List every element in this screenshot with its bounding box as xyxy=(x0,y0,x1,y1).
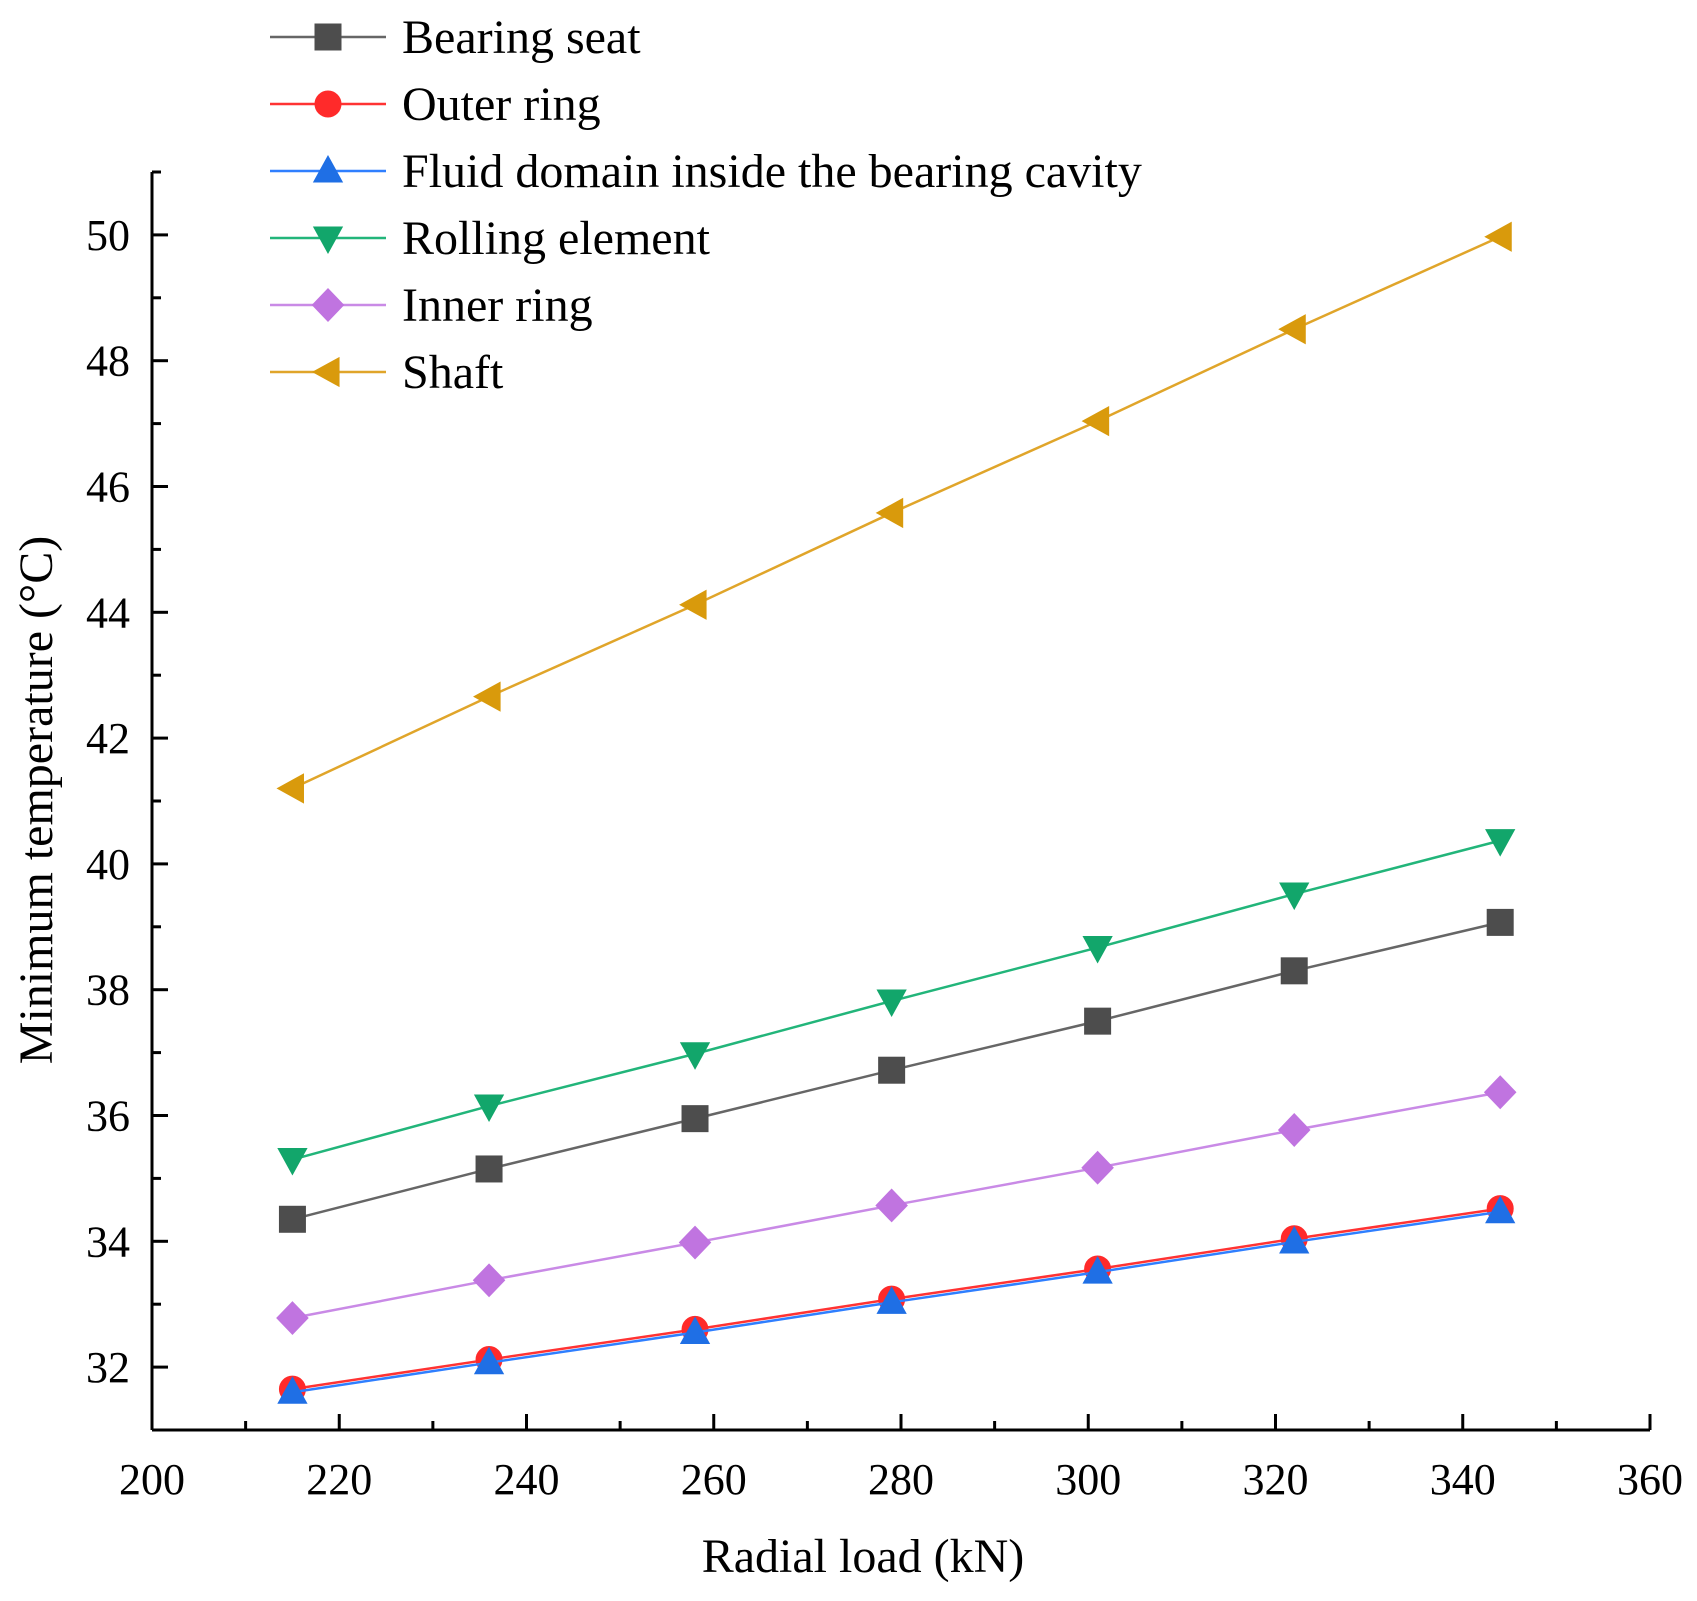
legend-label: Inner ring xyxy=(402,279,593,332)
x-tick-label: 300 xyxy=(1055,1455,1121,1504)
y-tick-label: 36 xyxy=(86,1092,130,1141)
y-tick-label: 46 xyxy=(86,463,130,512)
y-tick-label: 40 xyxy=(86,840,130,889)
y-tick-label: 38 xyxy=(86,966,130,1015)
data-point xyxy=(278,1205,306,1233)
y-axis-title: Minimum temperature (°C) xyxy=(10,536,63,1064)
data-point xyxy=(1485,1195,1516,1224)
legend-marker xyxy=(314,90,342,118)
data-point xyxy=(277,1147,308,1176)
data-point xyxy=(1278,314,1306,345)
series-bearing-seat xyxy=(278,908,1514,1233)
legend-label: Outer ring xyxy=(402,78,601,131)
data-point xyxy=(679,589,707,620)
legend-label: Rolling element xyxy=(402,212,711,265)
series-fluid-domain-inside-the-bearing-cavity xyxy=(277,1195,1516,1404)
data-point xyxy=(1279,1225,1310,1254)
legend-label: Bearing seat xyxy=(402,11,641,64)
data-point xyxy=(473,1346,505,1375)
legend-marker xyxy=(312,155,344,183)
x-tick-label: 340 xyxy=(1430,1455,1496,1504)
x-tick-label: 360 xyxy=(1617,1455,1683,1504)
axes: 200 220 240 260 280 300 320 340 360 32 34 36 38 40 42 4… xyxy=(86,170,1683,1504)
legend-marker xyxy=(314,23,342,51)
data-point xyxy=(1082,1256,1113,1284)
data-point xyxy=(1483,1075,1517,1110)
data-point xyxy=(1277,1112,1311,1147)
data-point xyxy=(876,1286,907,1314)
legend-item: Inner ring xyxy=(270,279,593,332)
x-tick-label: 240 xyxy=(494,1455,560,1504)
y-tick-label: 48 xyxy=(86,337,130,386)
y-tick-label: 42 xyxy=(86,714,130,763)
data-point xyxy=(878,1056,906,1084)
data-point xyxy=(277,1376,308,1404)
data-point xyxy=(1081,405,1110,437)
legend-item: Fluid domain inside the bearing cavity xyxy=(270,145,1142,198)
y-tick-label: 44 xyxy=(86,588,130,637)
x-tick-label: 200 xyxy=(119,1455,185,1504)
data-point xyxy=(1081,1150,1114,1185)
x-tick-label: 220 xyxy=(306,1455,372,1504)
data-point xyxy=(1279,882,1310,911)
x-axis-title: Radial load (kN) xyxy=(702,1530,1025,1583)
data-point xyxy=(1484,221,1512,252)
data-point xyxy=(876,989,907,1018)
data-point xyxy=(679,1316,711,1345)
y-tick-label: 34 xyxy=(86,1217,130,1266)
legend-marker xyxy=(312,226,344,254)
data-point xyxy=(473,681,501,712)
legend-item: Bearing seat xyxy=(270,11,641,64)
legend-label: Fluid domain inside the bearing cavity xyxy=(402,145,1142,198)
data-point xyxy=(679,1042,711,1070)
series-shaft xyxy=(276,221,1512,804)
series-layer xyxy=(276,221,1517,1404)
data-point xyxy=(875,1188,908,1223)
data-point xyxy=(681,1105,709,1133)
legend-marker xyxy=(311,288,345,322)
legend-label: Shaft xyxy=(402,346,504,399)
series-inner-ring xyxy=(276,1075,1517,1336)
legend-item: Outer ring xyxy=(270,78,601,131)
x-tick-label: 280 xyxy=(868,1455,934,1504)
legend-item: Shaft xyxy=(270,346,504,399)
data-point xyxy=(1486,908,1514,936)
data-point xyxy=(1485,829,1516,857)
data-point xyxy=(475,1155,503,1183)
data-point xyxy=(1280,957,1308,985)
data-point xyxy=(875,497,904,529)
y-tick-label: 50 xyxy=(86,211,130,260)
data-point xyxy=(1084,1007,1112,1035)
data-point xyxy=(276,773,304,804)
x-tick-label: 320 xyxy=(1243,1455,1309,1504)
x-tick-label: 260 xyxy=(681,1455,747,1504)
legend: Bearing seat Outer ring Fluid domain insid… xyxy=(270,11,1142,399)
y-tick-label: 32 xyxy=(86,1343,130,1392)
legend-marker xyxy=(312,356,340,388)
data-point xyxy=(1082,936,1113,964)
legend-item: Rolling element xyxy=(270,212,711,265)
series-rolling-element xyxy=(277,829,1516,1176)
data-point xyxy=(678,1225,712,1260)
data-point xyxy=(472,1263,506,1298)
data-point xyxy=(473,1094,505,1123)
data-point xyxy=(276,1301,309,1336)
